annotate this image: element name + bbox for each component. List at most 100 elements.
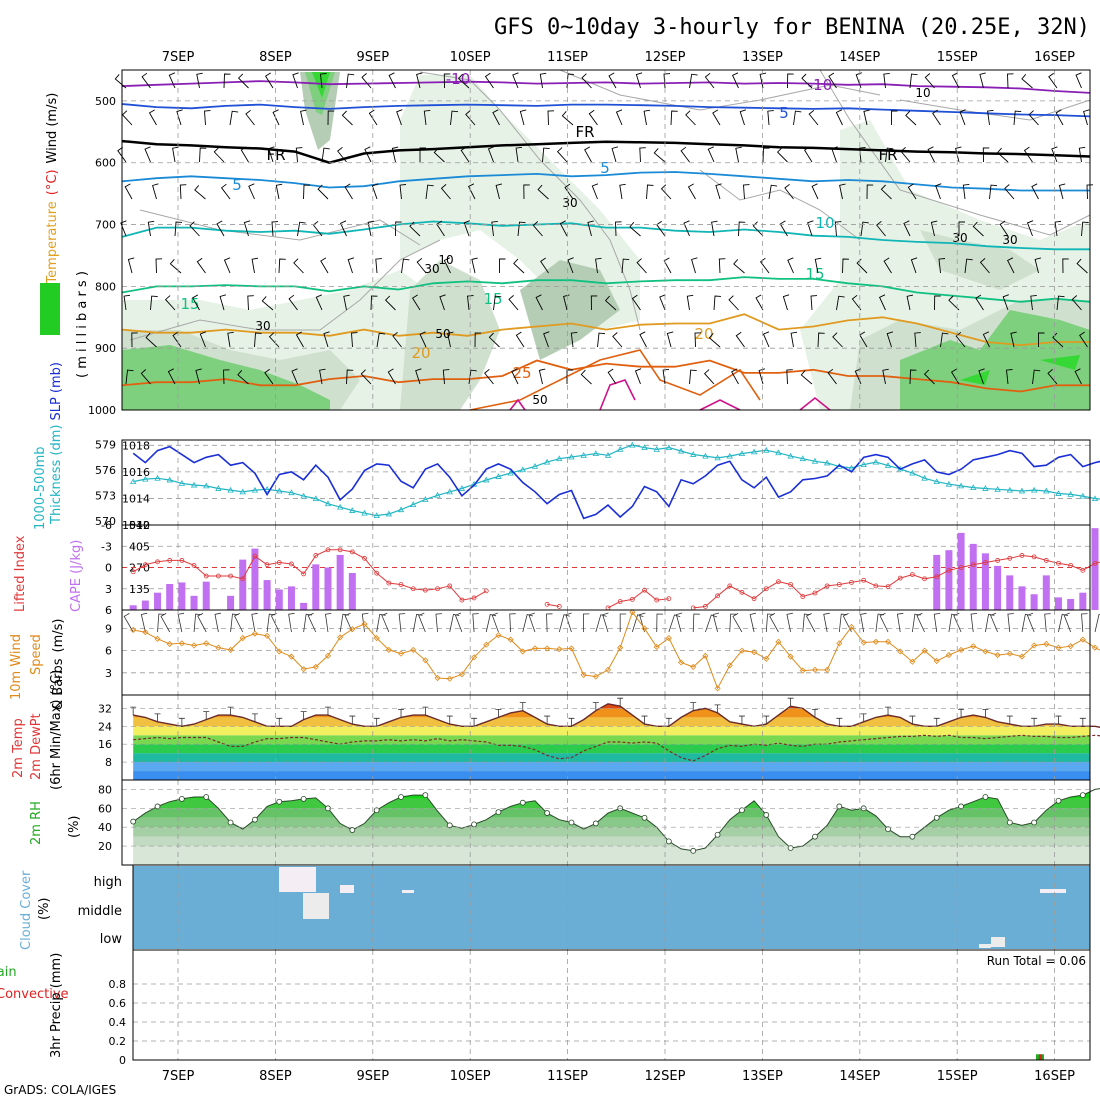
wind-speed-point <box>337 634 344 641</box>
wind-barb <box>859 147 866 163</box>
wind-barb <box>728 295 739 311</box>
thickness-line <box>133 444 1100 517</box>
wind-barb <box>827 368 837 385</box>
li-point <box>763 586 769 592</box>
y-axis-label: (%) <box>67 816 82 839</box>
wind-barb <box>707 146 715 163</box>
thickness-point <box>543 458 551 465</box>
wind-barb <box>694 332 702 348</box>
temp-band <box>133 708 1090 718</box>
thickness-point <box>215 485 222 491</box>
y-tick: 0.6 <box>109 997 127 1010</box>
wind-barb <box>321 147 330 163</box>
wind-barb <box>384 295 396 311</box>
wind-barb <box>1026 220 1034 237</box>
cape-bar <box>251 548 259 610</box>
wind-barb <box>686 294 694 311</box>
wind-barb <box>381 612 390 633</box>
minmax-bar <box>373 717 380 727</box>
li-point <box>885 584 891 590</box>
wind-barb <box>148 109 157 126</box>
thickness-point <box>1018 487 1026 494</box>
thickness-point <box>495 473 502 479</box>
date-label-bottom: 7SEP <box>162 1069 195 1084</box>
wind-barb <box>612 332 623 348</box>
wind-barb <box>195 368 202 385</box>
wind-barb <box>488 332 500 348</box>
date-label-top: 10SEP <box>450 50 491 65</box>
isotherm-5 <box>121 171 1090 192</box>
wind-barb <box>1031 183 1039 200</box>
thickness-point <box>507 469 514 476</box>
wind-barb <box>854 368 862 385</box>
wind-barb <box>581 73 592 89</box>
wind-speed-point <box>531 645 539 652</box>
rh-band <box>133 787 1090 790</box>
thickness-point <box>641 444 648 451</box>
wind-barb <box>683 220 690 237</box>
wind-barb <box>272 109 280 126</box>
cloud-cell <box>279 867 316 892</box>
thickness-point <box>251 486 259 493</box>
li-point <box>483 588 489 594</box>
wind-barb <box>460 146 470 163</box>
cloud-cell <box>979 944 991 948</box>
y-tick-left: 3 <box>105 583 112 596</box>
wind-barb <box>985 613 995 633</box>
wind-barb <box>712 109 721 126</box>
y-axis-label: 10m Wind <box>9 634 24 700</box>
wind-barb <box>817 332 825 348</box>
y-axis-label: (6hr Min/Max) (°C) <box>49 670 64 790</box>
wind-barb <box>608 72 617 89</box>
wind-barb <box>752 221 764 237</box>
wind-barb <box>704 72 715 89</box>
cloud-level-middle: middle <box>78 904 122 919</box>
wind-barb <box>1079 331 1088 348</box>
rh-point <box>178 795 185 802</box>
wind-barb <box>1071 295 1082 311</box>
li-point <box>909 572 915 577</box>
wind-speed-point <box>410 646 417 653</box>
rh-point <box>276 798 283 805</box>
wind-barb <box>439 294 446 311</box>
wind-barb <box>558 614 570 633</box>
wind-barb <box>320 73 327 89</box>
rh-point <box>1031 819 1038 826</box>
contour-label: 25 <box>512 364 531 382</box>
wind-speed-point <box>958 646 965 653</box>
wind-speed-point <box>751 649 758 656</box>
wind-barb <box>765 613 774 633</box>
li-point <box>666 596 672 602</box>
wind-barb <box>1044 613 1051 633</box>
wind-barb <box>454 612 463 633</box>
date-label-top: 7SEP <box>162 50 195 65</box>
wind-barb <box>705 614 718 633</box>
wind-barb <box>565 612 572 633</box>
wind-barb <box>891 110 898 125</box>
contour-label: 15 <box>483 290 502 308</box>
wind-barb <box>360 369 372 385</box>
wind-barb <box>703 369 715 385</box>
wind-barb <box>401 258 410 274</box>
minmax-bar <box>1079 717 1086 727</box>
wind-barb <box>415 368 422 385</box>
wind-barb <box>1054 220 1062 237</box>
li-point <box>155 559 160 565</box>
thickness-point <box>568 453 575 460</box>
wind-barb <box>883 72 890 89</box>
thickness-point <box>665 444 673 451</box>
contour-label: 20 <box>411 344 430 362</box>
wind-barb <box>307 612 317 633</box>
wind-barb <box>975 294 984 311</box>
minmax-bar <box>617 697 624 707</box>
thickness-point <box>714 454 721 461</box>
run-total: Run Total = 0.06 <box>987 954 1086 968</box>
wind-barb <box>631 294 641 311</box>
wind-barb <box>292 72 299 89</box>
wind-barb <box>517 221 526 237</box>
thickness-point <box>1043 487 1050 494</box>
thickness-point <box>811 457 819 464</box>
wind-barb <box>955 331 966 348</box>
wind-barb <box>790 331 798 348</box>
contour-label: 5 <box>600 159 610 177</box>
